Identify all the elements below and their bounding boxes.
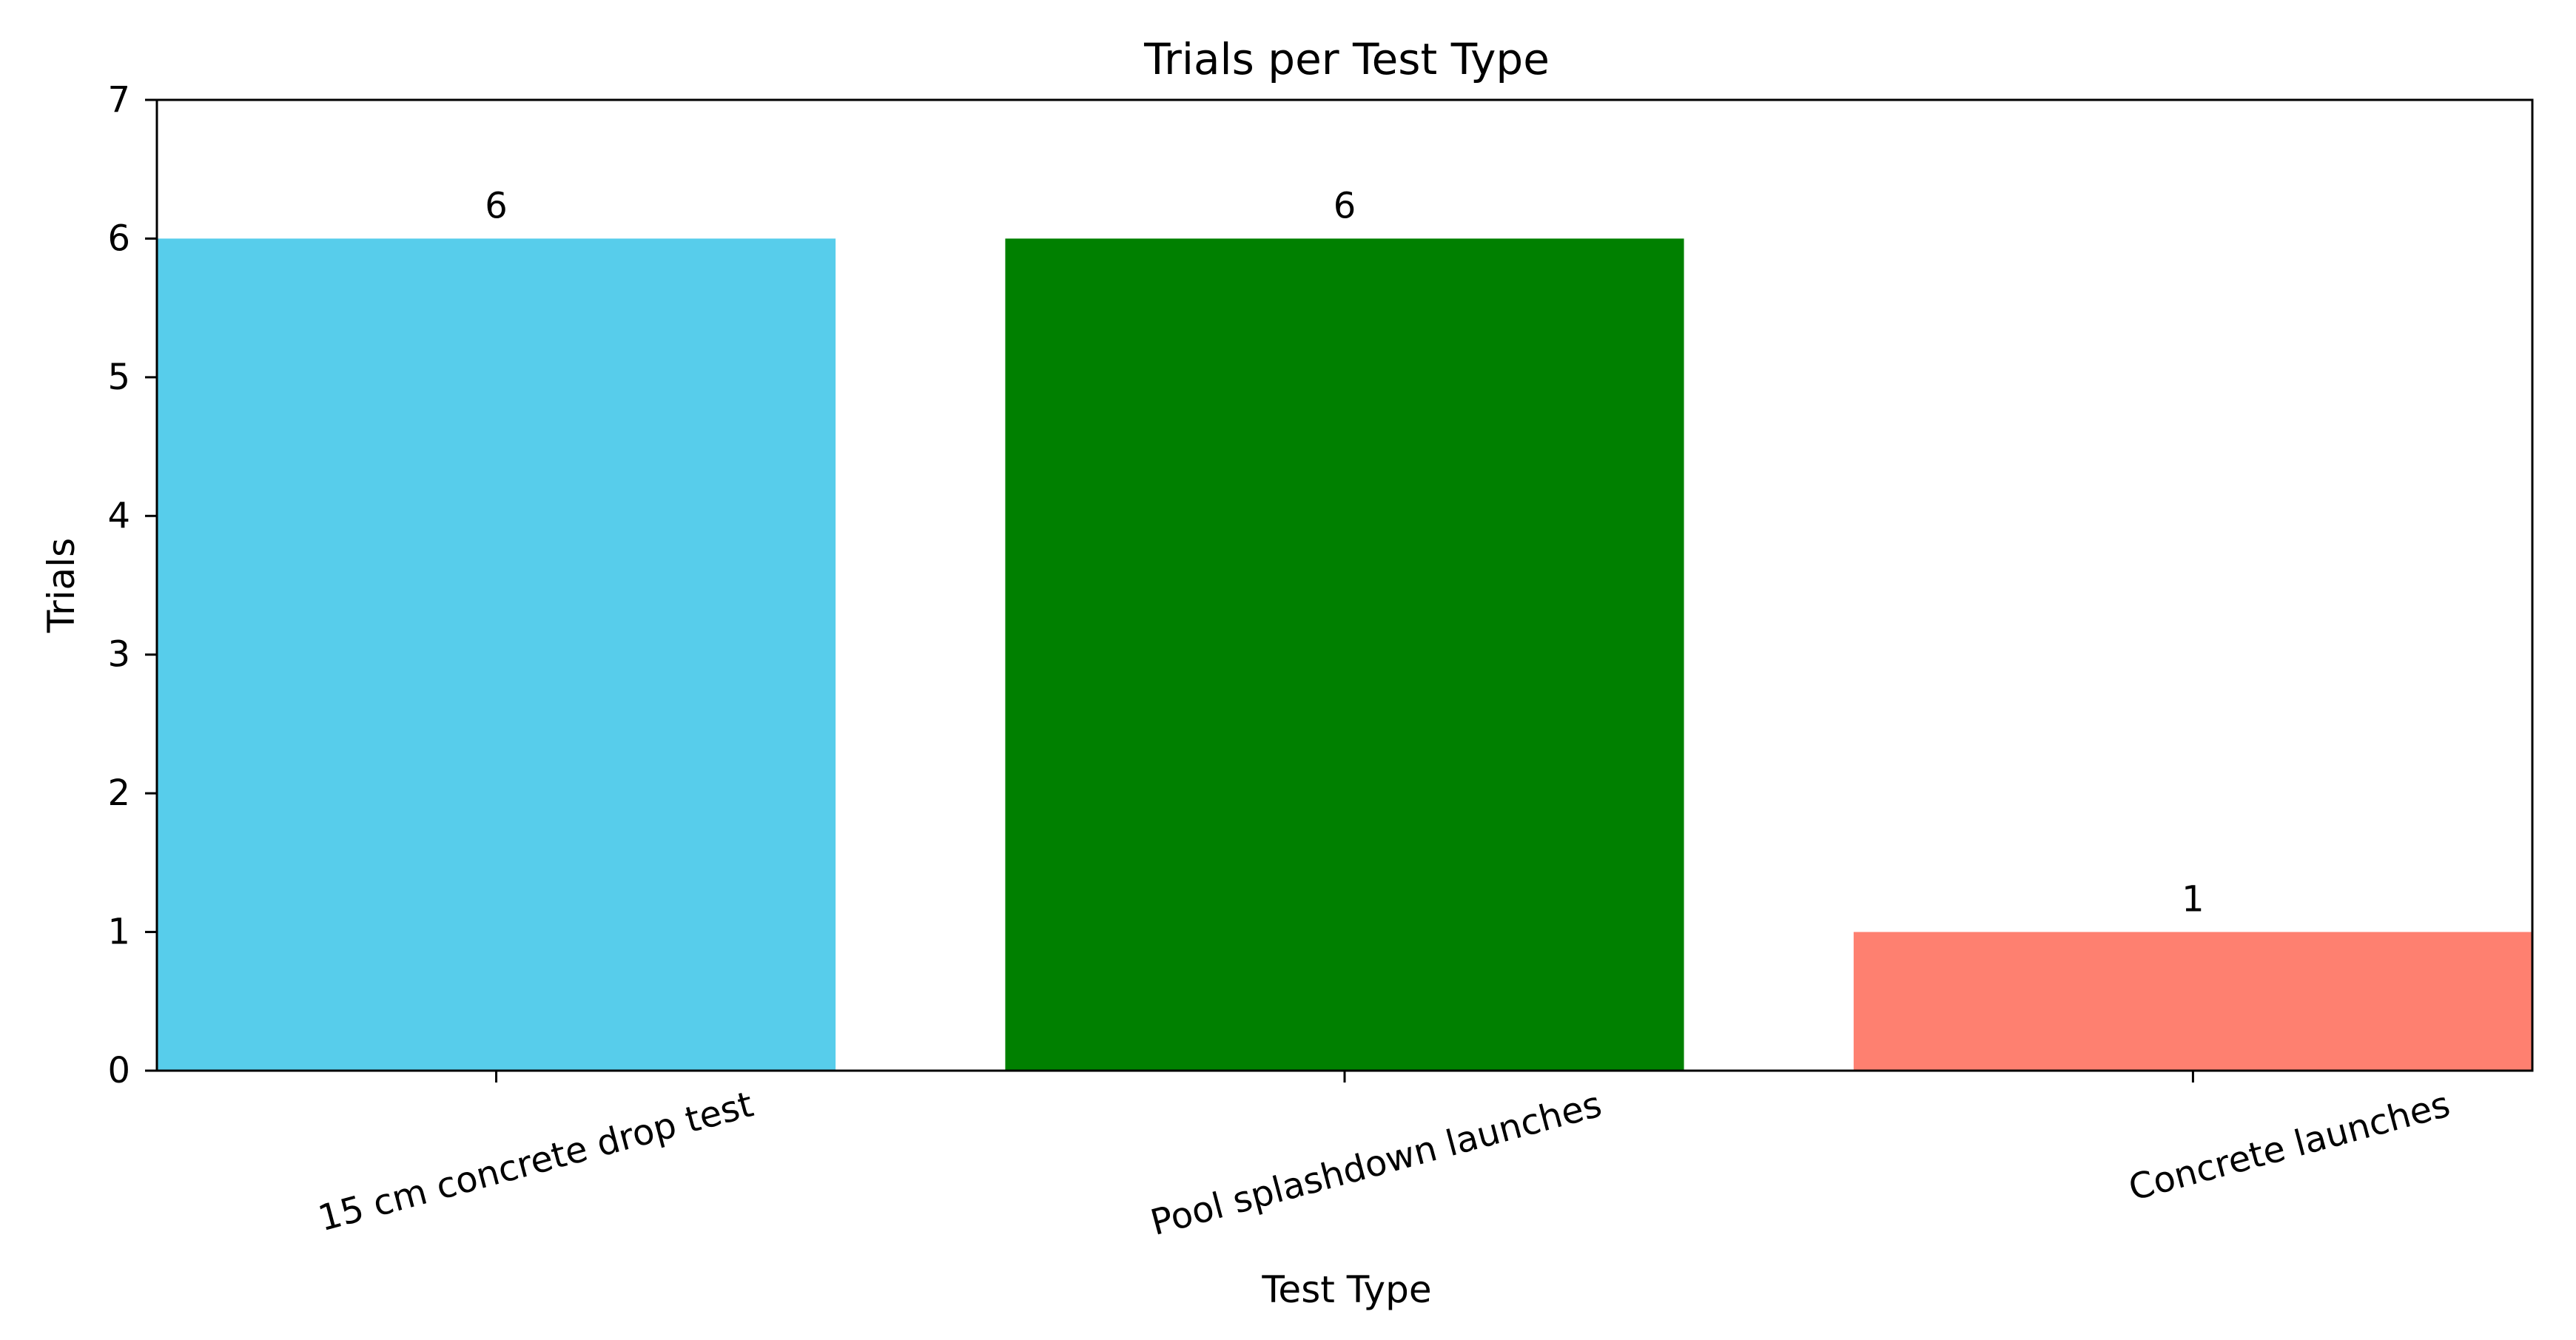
x-tick-label: Pool splashdown launches (1146, 1083, 1606, 1244)
data-label-1: 6 (485, 185, 508, 226)
y-tick-label: 6 (107, 218, 130, 259)
data-labels-group: 6 6 1 (485, 185, 2204, 920)
bar-1 (157, 238, 836, 1071)
y-tick-label: 2 (107, 772, 130, 814)
y-tick-label: 5 (107, 357, 130, 398)
data-label-3: 1 (2182, 879, 2205, 920)
bar-2 (1005, 238, 1684, 1071)
y-tick-label: 7 (107, 79, 130, 121)
x-tick-label: Concrete launches (2125, 1083, 2455, 1209)
y-tick-label: 0 (107, 1050, 130, 1091)
y-tick-label: 4 (107, 495, 130, 536)
bar-3 (1853, 932, 2532, 1071)
y-axis: 0 1 2 3 4 5 6 7 (107, 79, 157, 1091)
y-tick-label: 3 (107, 634, 130, 676)
bars-group (157, 238, 2532, 1071)
x-axis: 15 cm concrete drop test Pool splashdown … (314, 1071, 2455, 1244)
data-label-2: 6 (1334, 185, 1356, 226)
y-tick-label: 1 (107, 912, 130, 953)
chart-title: Trials per Test Type (1143, 34, 1550, 84)
y-axis-label: Trials (40, 538, 83, 633)
x-axis-label: Test Type (1261, 1268, 1431, 1311)
x-tick-label: 15 cm concrete drop test (314, 1083, 757, 1239)
